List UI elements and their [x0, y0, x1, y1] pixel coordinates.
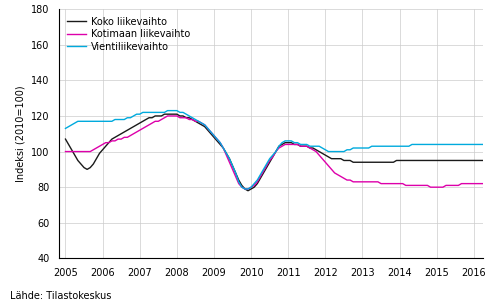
Y-axis label: Indeksi (2010=100): Indeksi (2010=100) — [15, 85, 25, 182]
Koko liikevaihto — [282, 141, 288, 144]
Kotimaan liikevaihto — [140, 126, 146, 130]
Kotimaan liikevaihto — [242, 187, 248, 191]
Koko liikevaihto — [63, 137, 69, 141]
Line: Vientiliikevaihto: Vientiliikevaihto — [66, 111, 493, 189]
Vientiliikevaihto — [282, 139, 288, 143]
Koko liikevaihto — [140, 119, 146, 123]
Kotimaan liikevaihto — [63, 150, 69, 154]
Vientiliikevaihto — [78, 119, 84, 123]
Line: Koko liikevaihto: Koko liikevaihto — [66, 114, 493, 191]
Kotimaan liikevaihto — [165, 114, 171, 118]
Vientiliikevaihto — [106, 119, 112, 123]
Kotimaan liikevaihto — [78, 150, 84, 154]
Vientiliikevaihto — [87, 119, 93, 123]
Vientiliikevaihto — [165, 109, 171, 112]
Text: Lähde: Tilastokeskus: Lähde: Tilastokeskus — [10, 291, 111, 301]
Legend: Koko liikevaihto, Kotimaan liikevaihto, Vientiliikevaihto: Koko liikevaihto, Kotimaan liikevaihto, … — [64, 14, 193, 55]
Vientiliikevaihto — [248, 185, 254, 189]
Koko liikevaihto — [87, 166, 93, 169]
Vientiliikevaihto — [140, 111, 146, 114]
Line: Kotimaan liikevaihto: Kotimaan liikevaihto — [66, 116, 493, 189]
Koko liikevaihto — [162, 112, 168, 116]
Koko liikevaihto — [245, 189, 251, 192]
Vientiliikevaihto — [63, 126, 69, 130]
Kotimaan liikevaihto — [248, 185, 254, 189]
Kotimaan liikevaihto — [106, 141, 112, 144]
Kotimaan liikevaihto — [87, 150, 93, 154]
Kotimaan liikevaihto — [282, 143, 288, 146]
Vientiliikevaihto — [242, 187, 248, 191]
Koko liikevaihto — [78, 162, 84, 166]
Koko liikevaihto — [106, 141, 112, 144]
Koko liikevaihto — [248, 187, 254, 191]
